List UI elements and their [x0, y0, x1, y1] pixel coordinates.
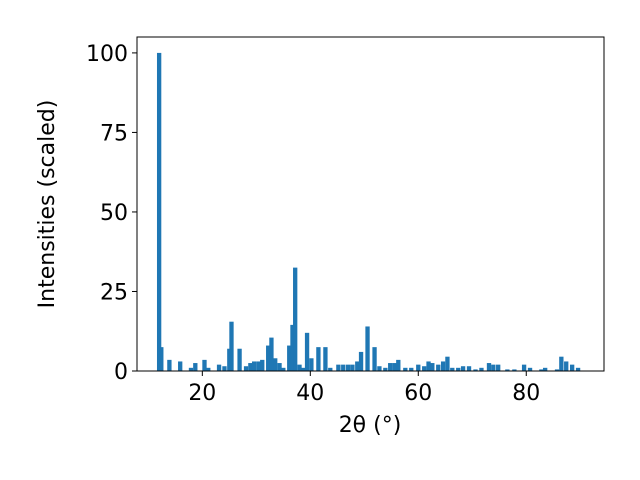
y-axis-label: Intensities (scaled): [35, 100, 60, 309]
bar: [277, 363, 282, 371]
bar: [297, 364, 302, 371]
bar: [466, 366, 472, 371]
bar: [269, 337, 274, 371]
bar: [193, 363, 198, 371]
bar: [293, 267, 298, 371]
bar: [216, 364, 222, 371]
bar: [422, 366, 427, 371]
bar: [527, 367, 533, 371]
bar: [206, 367, 211, 371]
bar: [383, 367, 388, 371]
bar: [290, 324, 295, 371]
y-tick-label: 75: [100, 121, 128, 146]
bar: [188, 367, 194, 371]
y-tick-label: 100: [86, 42, 128, 67]
bar: [372, 347, 377, 371]
bar: [350, 364, 355, 371]
bar: [167, 359, 172, 371]
bar: [156, 52, 162, 372]
x-axis-label: 2θ (°): [339, 413, 402, 438]
bar: [273, 358, 278, 371]
plot-frame: [136, 36, 605, 372]
bar: [358, 351, 364, 371]
bar: [426, 361, 431, 371]
bar: [505, 369, 510, 371]
bar: [542, 367, 548, 371]
bar: [445, 356, 450, 371]
bar: [202, 359, 207, 371]
bar: [436, 364, 441, 371]
bar: [260, 359, 265, 371]
bar: [403, 367, 408, 371]
bar: [392, 363, 397, 371]
bar: [377, 366, 382, 371]
bar: [301, 367, 306, 371]
bar: [266, 345, 271, 371]
x-tick-label: 60: [404, 381, 432, 406]
y-tick-label: 0: [114, 360, 128, 385]
bar: [256, 361, 261, 371]
bar: [559, 356, 564, 371]
bar: [554, 369, 560, 371]
bar: [251, 361, 257, 371]
bar: [456, 367, 461, 371]
bar: [450, 367, 455, 371]
bar: [440, 361, 446, 371]
x-tick-label: 40: [296, 381, 324, 406]
y-tick-label: 25: [100, 280, 128, 305]
bar: [569, 364, 575, 371]
bar: [486, 363, 492, 371]
bar: [328, 367, 333, 371]
x-tick-label: 80: [512, 381, 540, 406]
bar: [309, 358, 314, 371]
bar: [575, 367, 581, 371]
bar: [521, 364, 527, 371]
bar: [229, 321, 234, 371]
bar: [222, 366, 227, 371]
bar: [248, 363, 253, 371]
bar: [355, 361, 360, 371]
bar: [316, 347, 321, 371]
bar: [539, 369, 544, 371]
bar: [564, 361, 569, 371]
bar: [227, 348, 232, 371]
bar: [473, 369, 478, 371]
x-tick-label: 20: [188, 381, 216, 406]
bar: [281, 367, 286, 371]
bar: [388, 363, 393, 371]
bar: [479, 367, 484, 371]
bar: [409, 367, 414, 371]
bar: [243, 366, 249, 371]
bar: [341, 364, 346, 371]
bar: [416, 364, 421, 371]
bar: [365, 326, 370, 371]
bar: [460, 366, 466, 371]
bar: [159, 347, 164, 371]
bar: [336, 364, 341, 371]
bar: [396, 359, 401, 371]
bar: [304, 332, 310, 371]
bar: [345, 364, 351, 371]
bar: [512, 369, 517, 371]
bar: [237, 348, 242, 371]
y-tick-label: 50: [100, 201, 128, 226]
bar: [496, 364, 501, 371]
bar: [323, 347, 328, 371]
bar: [287, 345, 292, 371]
bar: [430, 363, 435, 371]
bar: [491, 364, 496, 371]
bar: [178, 361, 183, 371]
